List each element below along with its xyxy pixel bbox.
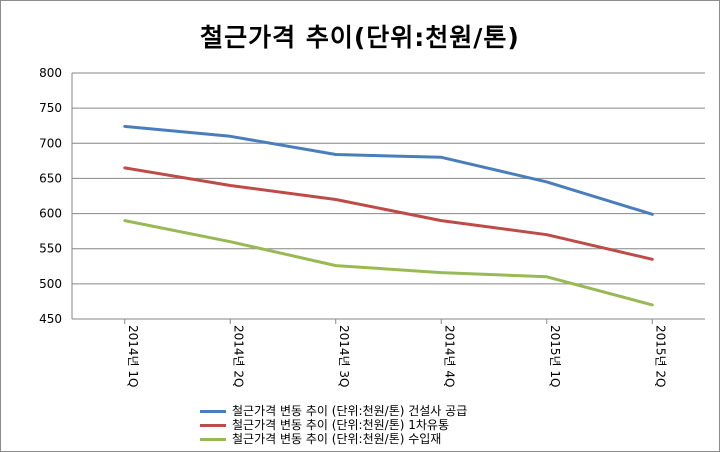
y-tick-label: 650 [39,171,62,185]
legend: 철근가격 변동 추이 (단위:천원/톤) 건설사 공급 철근가격 변동 추이 (… [200,404,467,446]
y-tick-label: 500 [39,277,62,291]
x-tick-label: 2014년 2Q [231,325,245,387]
legend-item-distribution: 철근가격 변동 추이 (단위:천원/톤) 1차유통 [200,418,467,432]
legend-swatch-import [200,437,226,441]
y-tick-label: 600 [39,207,62,221]
chart-title: 철근가격 추이(단위:천원/톤) [200,23,520,52]
legend-label-supply: 철근가격 변동 추이 (단위:천원/톤) 건설사 공급 [232,404,468,418]
x-tick-label: 2014년 4Q [442,325,456,387]
legend-label-import: 철근가격 변동 추이 (단위:천원/톤) 수입재 [232,432,442,446]
legend-label-distribution: 철근가격 변동 추이 (단위:천원/톤) 1차유통 [232,418,449,432]
series-line-1 [123,124,654,216]
legend-item-supply: 철근가격 변동 추이 (단위:천원/톤) 건설사 공급 [200,404,467,418]
series-line-3 [123,219,654,307]
y-tick-label: 700 [39,136,62,150]
x-tick-label: 2014년 1Q [126,325,140,387]
legend-item-import: 철근가격 변동 추이 (단위:천원/톤) 수입재 [200,432,467,446]
x-tick-label: 2015년 2Q [653,325,667,387]
y-tick-label: 800 [39,66,62,80]
x-tick-label: 2014년 3Q [337,325,351,387]
y-tick-label: 550 [39,242,62,256]
y-tick-label: 750 [39,101,62,115]
y-tick-label: 450 [39,312,62,326]
legend-swatch-supply [200,409,226,413]
x-tick-label: 2015년 1Q [548,325,562,387]
series-line-2 [123,166,654,261]
legend-swatch-distribution [200,423,226,427]
